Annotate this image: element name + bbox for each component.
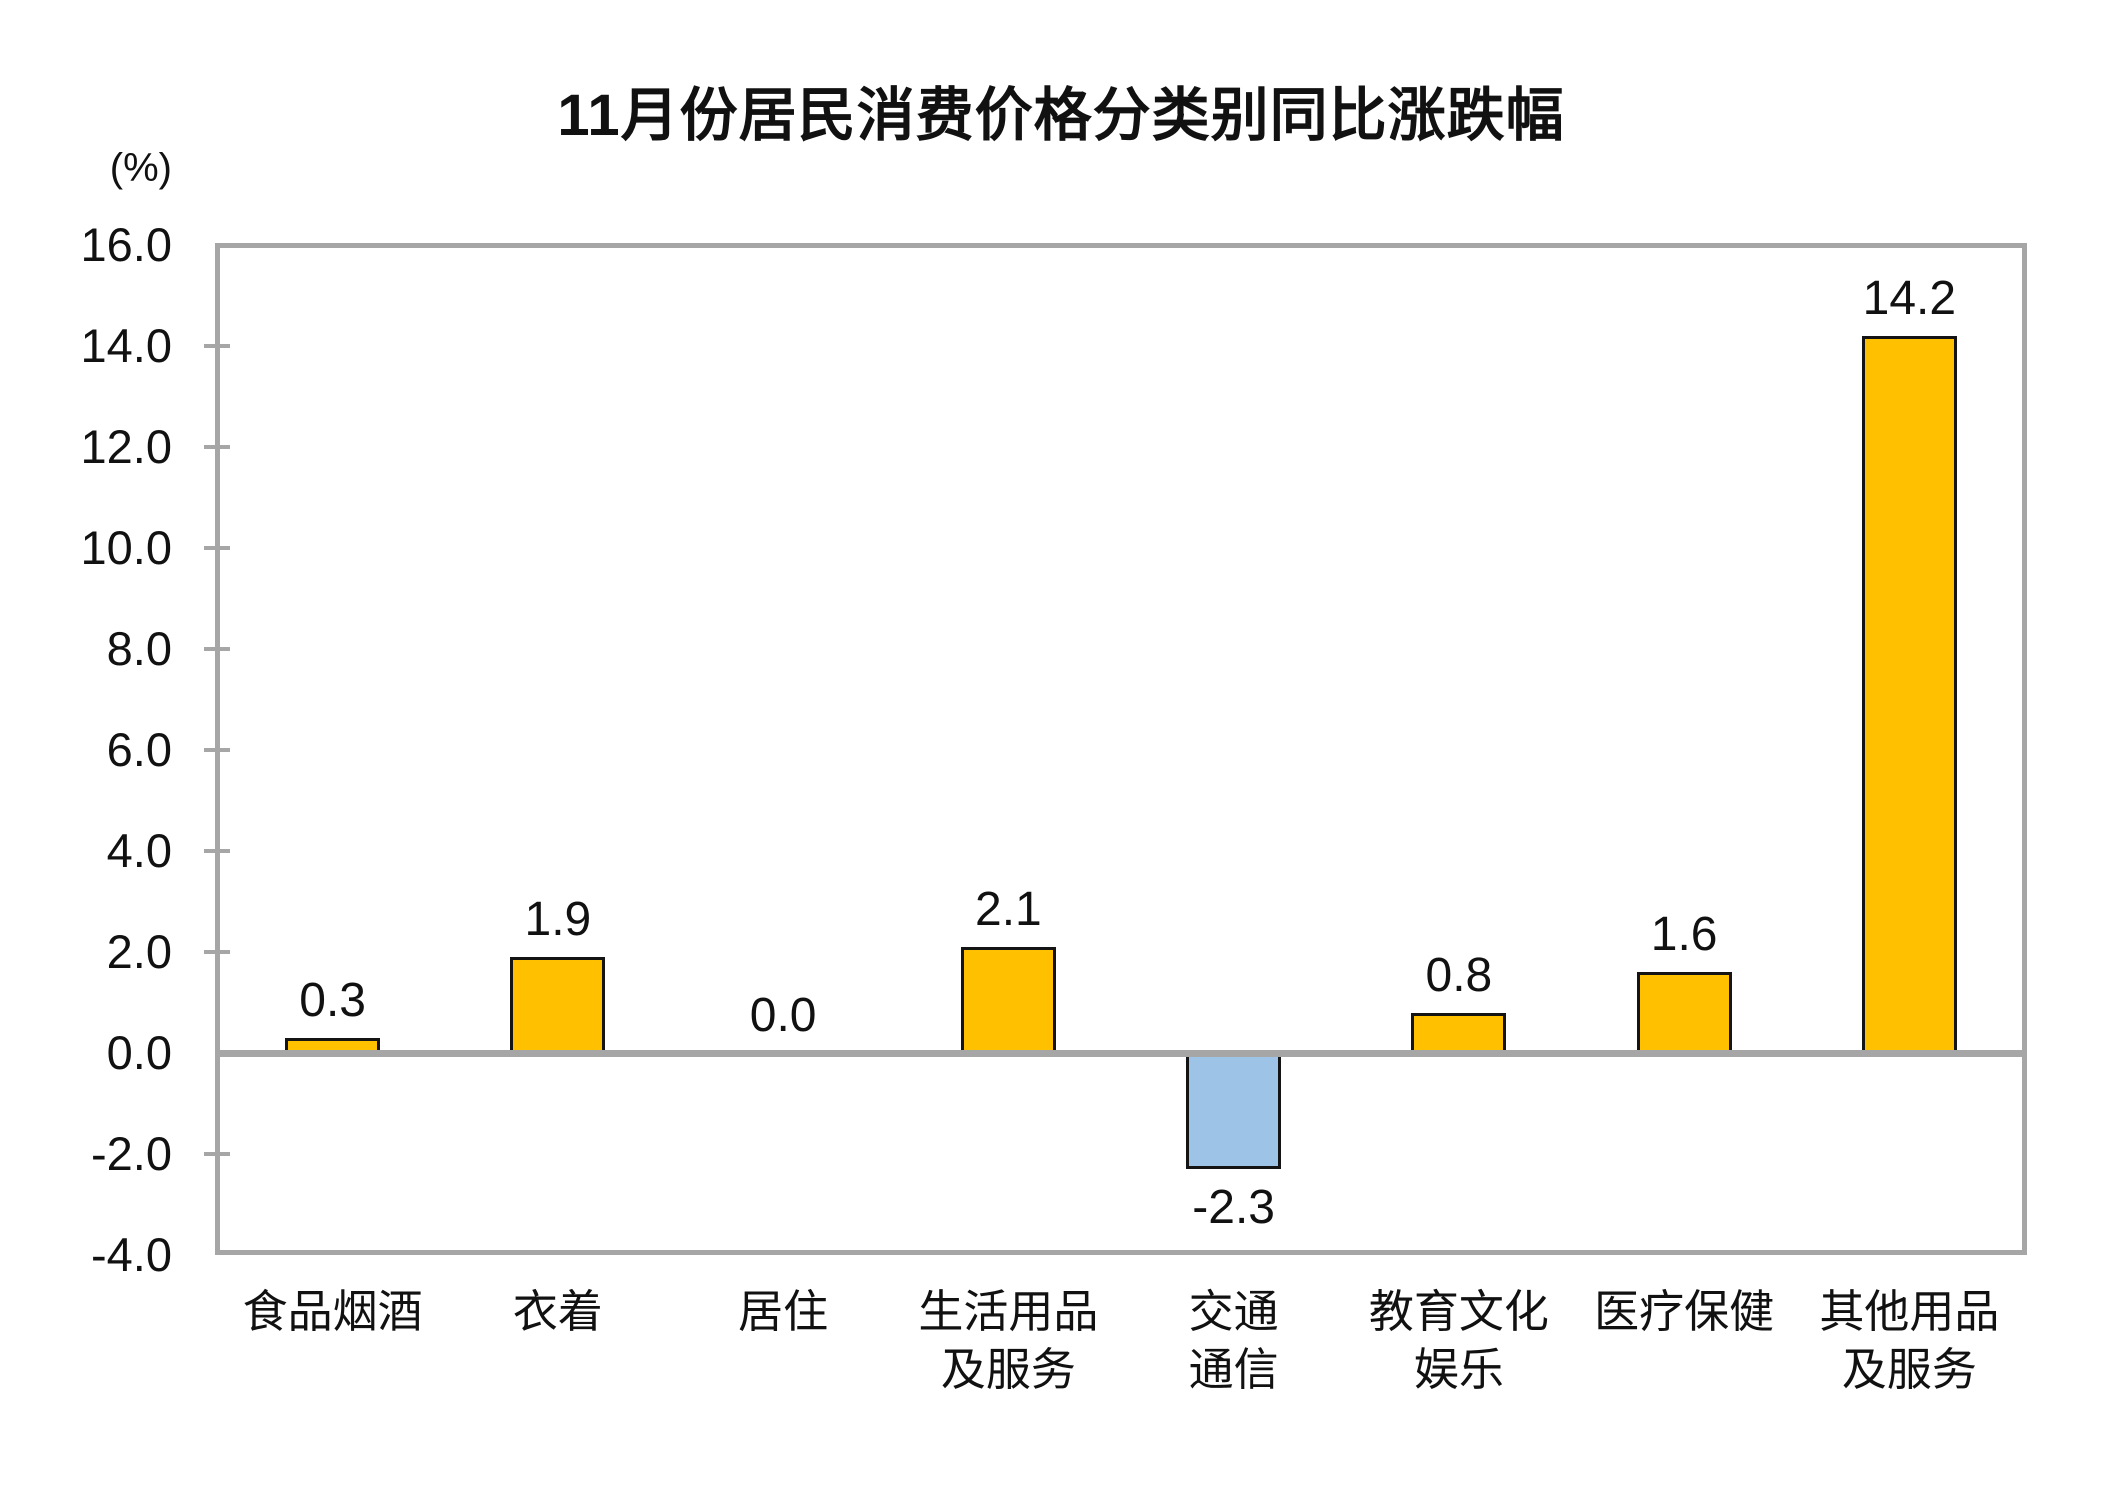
y-axis-tick-label: 8.0 xyxy=(106,622,172,675)
x-axis-category-label: 教育文化 娱乐 xyxy=(1368,1286,1549,1395)
bar-value-label: -2.3 xyxy=(1192,1181,1275,1235)
bar-6 xyxy=(1411,1012,1507,1053)
zero-axis-line xyxy=(220,1050,2022,1057)
bar-5 xyxy=(1186,1053,1282,1170)
y-axis-tick-label: 2.0 xyxy=(106,925,172,978)
chart-title: 11月份居民消费价格分类别同比涨跌幅 xyxy=(557,83,1565,148)
bar-value-label: 1.9 xyxy=(524,893,592,947)
x-axis-category-label: 其他用品 及服务 xyxy=(1819,1286,2000,1395)
y-axis-tick xyxy=(204,849,230,853)
bar-value-label: 2.1 xyxy=(975,882,1042,936)
y-axis-tick-label: 0.0 xyxy=(106,1026,172,1079)
y-axis-tick xyxy=(204,344,230,348)
plot-area xyxy=(215,243,2027,1255)
bar-value-label: 0.8 xyxy=(1425,948,1493,1002)
x-axis-category-label: 生活用品 及服务 xyxy=(918,1286,1099,1395)
y-axis-tick xyxy=(204,445,230,449)
y-axis-tick-label: 12.0 xyxy=(80,420,172,473)
x-axis-category-label: 交通 通信 xyxy=(1188,1286,1279,1395)
bar-value-label: 0.3 xyxy=(299,973,366,1027)
bar-value-label: 0.0 xyxy=(749,989,817,1042)
y-axis-tick xyxy=(204,950,230,954)
y-axis-tick xyxy=(204,1152,230,1156)
y-axis-tick-label: -4.0 xyxy=(91,1228,172,1281)
y-axis-tick-label: 10.0 xyxy=(80,521,172,574)
y-axis-tick-label: 16.0 xyxy=(80,218,172,271)
bar-value-label: 14.2 xyxy=(1862,271,1957,325)
x-axis-category-label: 衣着 xyxy=(512,1286,603,1337)
bar-7 xyxy=(1636,972,1732,1053)
bar-4 xyxy=(960,946,1056,1053)
x-axis-category-label: 食品烟酒 xyxy=(242,1286,423,1337)
bar-value-label: 1.6 xyxy=(1650,908,1718,962)
x-axis-category-label: 居住 xyxy=(738,1286,829,1337)
y-axis-tick-label: -2.0 xyxy=(91,1127,172,1180)
bar-2 xyxy=(510,957,606,1053)
y-axis-tick xyxy=(204,546,230,550)
y-axis-tick xyxy=(204,748,230,752)
y-axis-tick xyxy=(204,647,230,651)
bar-8 xyxy=(1861,335,1957,1053)
y-axis-tick-label: 4.0 xyxy=(106,824,172,877)
y-axis-unit-label: (%) xyxy=(109,146,172,190)
y-axis-tick-label: 14.0 xyxy=(80,319,172,372)
y-axis-tick-label: 6.0 xyxy=(106,723,172,776)
x-axis-category-label: 医疗保健 xyxy=(1594,1286,1775,1337)
